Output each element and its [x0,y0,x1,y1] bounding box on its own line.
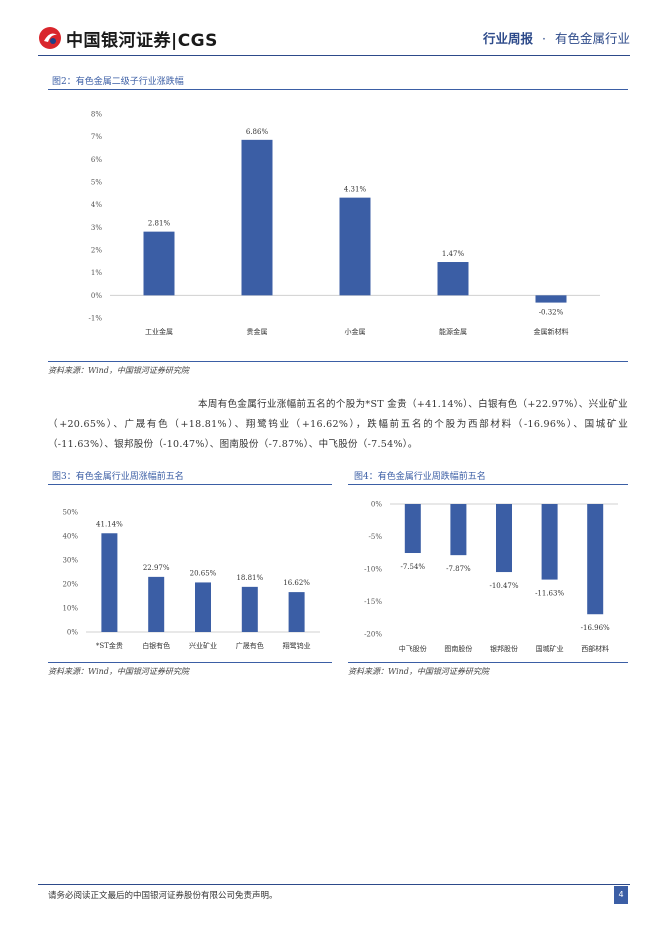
category-label: 中飞股份 [399,644,427,653]
fig4-source: 资料来源：Wind，中国银河证券研究院 [348,667,489,676]
fig2-title-divider [48,89,628,90]
data-label: -7.87% [446,565,471,573]
y-tick-label: 1% [91,269,102,277]
category-label: 国城矿业 [536,644,564,653]
company-logo-text: 中国银河证券|CGS [66,31,218,51]
footer-divider [38,884,630,885]
bar [437,262,469,296]
y-tick-label: 10% [62,605,78,613]
fig2-bottom-divider [48,361,628,362]
y-tick-label: 3% [91,224,102,232]
category-label: 翔鹭钨业 [283,641,311,650]
y-tick-label: 7% [91,133,102,141]
fig2-title: 图2：有色金属二级子行业涨跌幅 [52,77,184,87]
data-label: -7.54% [400,563,425,571]
fig3-source: 资料来源：Wind，中国银河证券研究院 [48,667,189,676]
bar [541,504,558,580]
bar [148,576,165,632]
y-tick-label: 0% [67,629,78,637]
y-tick-label: 5% [91,179,102,187]
y-tick-label: 2% [91,247,102,255]
y-tick-label: -5% [369,533,383,541]
y-tick-label: -10% [364,566,382,574]
category-label: 兴业矿业 [189,641,217,650]
category-label: 广晟有色 [236,641,264,650]
data-label: -11.63% [535,590,564,598]
fig2-source: 资料来源：Wind，中国银河证券研究院 [48,366,189,375]
bar [404,504,421,554]
category-label: 银邦股份 [490,644,518,653]
cgs-logo-icon [39,27,61,49]
y-tick-label: 0% [91,292,102,300]
data-label: -0.32% [539,309,564,317]
data-label: 6.86% [246,128,269,136]
data-label: -16.96% [581,624,610,632]
data-label: -10.47% [489,582,518,590]
bar [450,504,467,556]
bar [535,295,567,303]
y-tick-label: 8% [91,111,102,119]
category-label: 能源金属 [439,327,467,336]
fig3-bottom-divider [48,662,332,663]
report-type: 行业周报 [483,31,534,46]
bar [143,231,175,296]
disclaimer-text: 请务必阅读正文最后的中国银河证券股份有限公司免责声明。 [48,891,278,901]
data-label: 1.47% [442,250,465,258]
category-label: 图南股份 [444,644,472,653]
fig4-title: 图4：有色金属行业周跌幅前五名 [354,472,486,482]
bar [241,586,258,632]
y-tick-label: 0% [371,501,382,509]
category-label: 贵金属 [247,327,268,336]
y-tick-label: 50% [62,509,78,517]
data-label: 4.31% [344,186,367,194]
fig3-chart: 0% 10% 20% 30% 40% 50% 41.14% *ST金贵 22.97% 白银有色 20… [62,509,320,650]
report-header: 行业周报 · 有色金属行业 [483,28,630,47]
bar [195,582,211,632]
y-tick-label: 20% [62,581,78,589]
industry-name: 有色金属行业 [554,31,630,46]
fig4-title-divider [348,484,628,485]
fig3-title-divider [48,484,332,485]
data-label: 2.81% [148,220,171,228]
header-separator: · [542,31,546,46]
y-tick-label: -15% [364,598,382,606]
page-number: 4 [614,886,628,904]
bar [101,533,118,632]
summary-paragraph: 本周有色金属行业涨幅前五名的个股为*ST 金贵（+41.14%）、白银有色（+2… [48,399,628,450]
category-label: *ST金贵 [96,641,123,650]
bar [496,504,512,573]
category-label: 白银有色 [142,641,170,650]
fig4-chart: -20% -15% -10% -5% 0% -7.54% 中飞股份 -7.87% 图南股份 -10… [364,501,618,653]
y-tick-label: 4% [91,201,102,209]
data-label: 16.62% [283,579,310,587]
category-label: 西部材料 [581,644,609,653]
y-tick-label: 40% [62,533,78,541]
y-tick-label: 6% [91,156,102,164]
category-label: 金属新材料 [534,327,569,336]
header-divider [38,55,630,56]
bar [241,139,273,296]
bar [288,592,305,632]
y-tick-label: -1% [89,315,103,323]
category-label: 工业金属 [145,327,173,336]
fig3-title: 图3：有色金属行业周涨幅前五名 [52,472,184,482]
y-tick-label: 30% [62,557,78,565]
data-label: 20.65% [190,569,217,577]
bar [587,504,604,615]
bar [339,197,371,296]
data-label: 18.81% [236,574,263,582]
category-label: 小金属 [345,327,366,336]
fig2-chart: -1% 0% 1% 2% 3% 4% 5% 6% 7% 8% 2.81% 工业金属 6.86% 贵金属 4.… [89,111,600,336]
fig4-bottom-divider [348,662,628,663]
y-tick-label: -20% [364,631,382,639]
data-label: 41.14% [96,520,123,528]
data-label: 22.97% [143,564,170,572]
